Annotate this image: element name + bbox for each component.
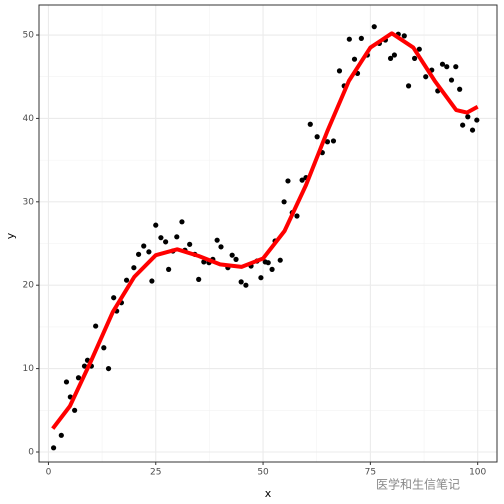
point bbox=[123, 277, 130, 283]
point bbox=[416, 46, 422, 52]
point bbox=[423, 74, 429, 80]
point bbox=[187, 241, 193, 247]
point bbox=[146, 249, 152, 255]
y-tick-label: 30 bbox=[23, 197, 35, 207]
point bbox=[93, 323, 99, 329]
point bbox=[391, 52, 398, 58]
point bbox=[196, 276, 202, 282]
panel-border bbox=[38, 4, 498, 463]
point bbox=[307, 121, 313, 127]
point bbox=[358, 35, 364, 41]
point bbox=[448, 77, 455, 83]
point bbox=[179, 219, 185, 225]
point bbox=[218, 244, 224, 250]
point bbox=[72, 407, 78, 413]
point bbox=[444, 64, 450, 70]
point bbox=[314, 134, 320, 140]
point bbox=[131, 265, 137, 271]
point bbox=[81, 363, 88, 369]
point bbox=[336, 68, 343, 74]
point bbox=[469, 127, 476, 133]
point bbox=[285, 178, 291, 184]
point bbox=[233, 256, 239, 262]
point bbox=[238, 279, 244, 285]
point bbox=[214, 237, 220, 243]
x-axis-title: x bbox=[265, 487, 272, 500]
point bbox=[330, 138, 337, 144]
fit-line bbox=[51, 31, 479, 430]
point bbox=[50, 445, 57, 451]
y-tick-label: 10 bbox=[23, 364, 35, 374]
x-tick-label: 100 bbox=[469, 468, 486, 478]
point bbox=[153, 222, 159, 228]
point bbox=[346, 36, 352, 42]
point bbox=[351, 56, 358, 62]
y-tick-label: 0 bbox=[28, 447, 34, 457]
point bbox=[371, 24, 377, 30]
point bbox=[111, 295, 117, 301]
point bbox=[405, 83, 412, 89]
point bbox=[163, 239, 169, 245]
point bbox=[281, 199, 287, 205]
point bbox=[453, 64, 459, 70]
y-tick-label: 20 bbox=[23, 281, 35, 291]
point bbox=[457, 86, 463, 92]
point bbox=[439, 61, 446, 67]
point bbox=[174, 234, 180, 240]
point bbox=[63, 379, 70, 385]
point bbox=[75, 375, 82, 381]
point bbox=[258, 275, 264, 281]
point bbox=[324, 139, 331, 145]
point bbox=[465, 114, 471, 120]
point bbox=[387, 55, 394, 61]
point bbox=[243, 282, 249, 288]
point bbox=[265, 260, 271, 266]
point bbox=[58, 432, 64, 438]
point bbox=[149, 278, 155, 284]
point bbox=[460, 122, 466, 128]
watermark: 医学和生信笔记 bbox=[376, 477, 460, 492]
x-tick-label: 25 bbox=[150, 468, 161, 478]
point bbox=[401, 33, 407, 39]
panel bbox=[39, 5, 497, 462]
point bbox=[135, 251, 142, 257]
x-tick-label: 75 bbox=[365, 468, 376, 478]
y-axis-title: y bbox=[4, 232, 17, 239]
point bbox=[105, 365, 112, 372]
point bbox=[269, 266, 275, 272]
point bbox=[277, 257, 283, 263]
y-tick-label: 40 bbox=[23, 114, 35, 124]
point bbox=[299, 177, 305, 183]
point bbox=[158, 235, 164, 241]
point bbox=[166, 266, 172, 272]
x-tick-label: 0 bbox=[46, 468, 52, 478]
point bbox=[229, 252, 235, 258]
point bbox=[474, 117, 480, 123]
point bbox=[101, 345, 107, 351]
point bbox=[294, 213, 300, 219]
point bbox=[411, 55, 418, 61]
point bbox=[141, 243, 147, 249]
x-tick-label: 50 bbox=[257, 468, 269, 478]
y-tick-label: 50 bbox=[23, 31, 35, 41]
